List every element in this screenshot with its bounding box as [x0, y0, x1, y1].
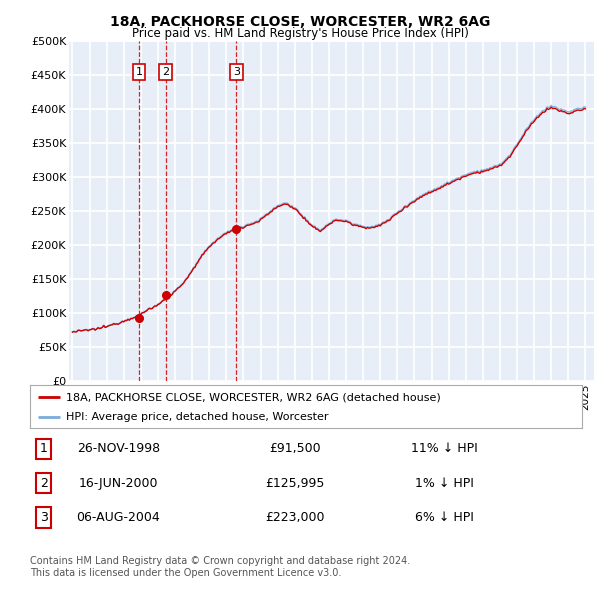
Text: 2: 2: [40, 477, 48, 490]
Text: 26-NOV-1998: 26-NOV-1998: [77, 442, 160, 455]
Text: Price paid vs. HM Land Registry's House Price Index (HPI): Price paid vs. HM Land Registry's House …: [131, 27, 469, 40]
Text: 2: 2: [162, 67, 169, 77]
Text: 1: 1: [40, 442, 48, 455]
Text: 18A, PACKHORSE CLOSE, WORCESTER, WR2 6AG: 18A, PACKHORSE CLOSE, WORCESTER, WR2 6AG: [110, 15, 490, 30]
Text: 1: 1: [136, 67, 143, 77]
Text: Contains HM Land Registry data © Crown copyright and database right 2024.
This d: Contains HM Land Registry data © Crown c…: [30, 556, 410, 578]
Text: 6% ↓ HPI: 6% ↓ HPI: [415, 511, 473, 524]
Text: £125,995: £125,995: [265, 477, 325, 490]
Text: 16-JUN-2000: 16-JUN-2000: [79, 477, 158, 490]
Text: 11% ↓ HPI: 11% ↓ HPI: [410, 442, 478, 455]
Text: 3: 3: [233, 67, 240, 77]
Text: 1% ↓ HPI: 1% ↓ HPI: [415, 477, 473, 490]
Text: 3: 3: [40, 511, 48, 524]
Text: 06-AUG-2004: 06-AUG-2004: [76, 511, 160, 524]
Text: 18A, PACKHORSE CLOSE, WORCESTER, WR2 6AG (detached house): 18A, PACKHORSE CLOSE, WORCESTER, WR2 6AG…: [66, 392, 440, 402]
Text: £223,000: £223,000: [265, 511, 325, 524]
Text: HPI: Average price, detached house, Worcester: HPI: Average price, detached house, Worc…: [66, 412, 328, 422]
Text: £91,500: £91,500: [269, 442, 321, 455]
